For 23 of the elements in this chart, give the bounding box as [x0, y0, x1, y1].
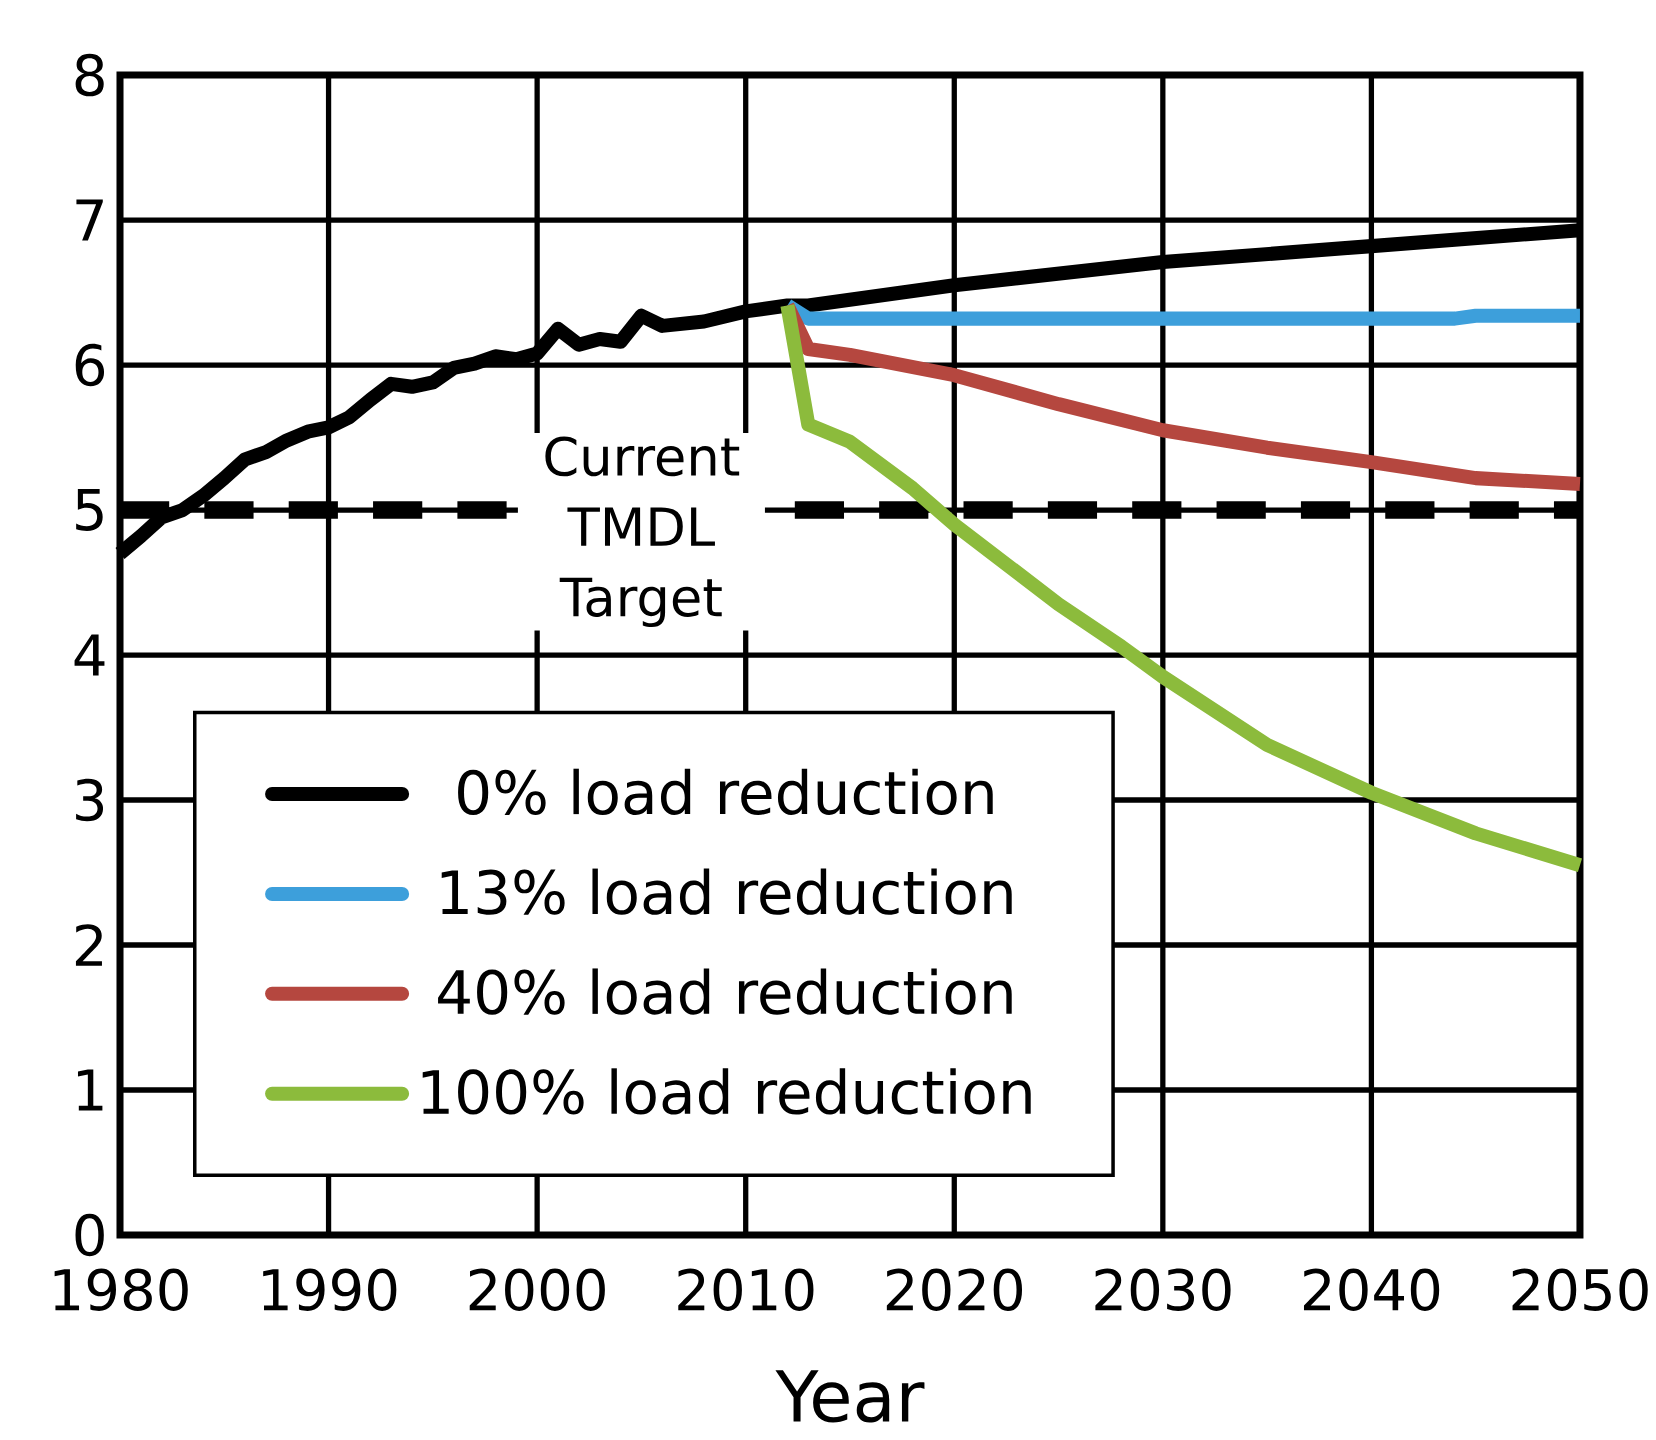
x-tick-label: 2020	[886, 1268, 1023, 1311]
ref-line-label: Current TMDL Target	[545, 436, 740, 628]
x-tick-label: 2030	[1095, 1268, 1231, 1311]
x-tick-label: 2050	[1512, 1268, 1648, 1311]
y-tick-label: 1	[77, 1069, 103, 1111]
x-tick-label: 2000	[469, 1268, 605, 1311]
y-tick-label: 7	[76, 199, 103, 241]
x-tick-label: 2040	[1303, 1268, 1440, 1311]
y-tick-label: 3	[76, 778, 104, 822]
legend-label: 100% load reduction	[422, 1068, 1031, 1115]
x-axis-title: Year	[775, 1370, 925, 1423]
legend-label: 0% load reduction	[458, 768, 993, 815]
legend-label: 13% load reduction	[441, 868, 1012, 915]
y-tick-label: 2	[75, 924, 102, 966]
y-tick-label: 6	[75, 343, 105, 387]
y-tick-label: 8	[75, 53, 104, 97]
y-tick-label: 5	[76, 489, 103, 531]
x-tick-label: 1980	[54, 1268, 188, 1311]
legend-label: 40% load reduction	[438, 968, 1012, 1015]
y-tick-label: 0	[75, 1213, 104, 1257]
y-tick-label: 4	[74, 634, 105, 676]
x-tick-label: 2010	[678, 1268, 814, 1311]
x-tick-label: 1990	[263, 1268, 397, 1311]
